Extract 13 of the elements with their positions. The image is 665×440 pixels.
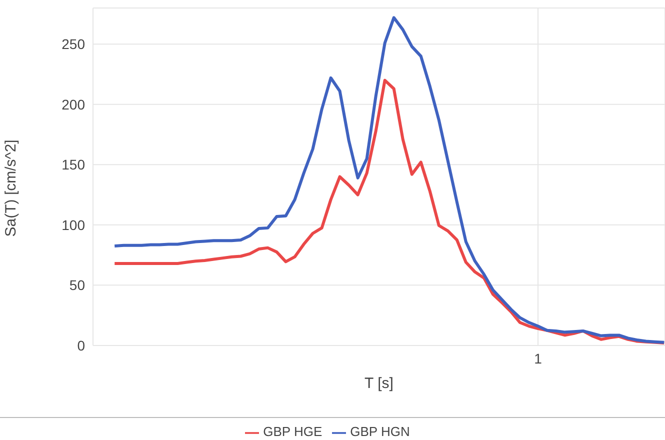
y-tick-label: 0 <box>77 337 86 354</box>
y-axis-title: Sa(T) [cm/s^2] <box>2 140 20 237</box>
y-tick-label: 50 <box>69 277 86 294</box>
legend-label: GBP HGE <box>263 424 322 440</box>
x-axis-title: T [s] <box>364 375 394 392</box>
y-tick-label: 100 <box>62 216 86 233</box>
line-series <box>113 78 665 345</box>
y-tick-label: 200 <box>62 96 86 112</box>
legend-label: GBP HGN <box>350 424 410 440</box>
y-tick-label: 250 <box>62 36 86 52</box>
x-tick-label: 1 <box>534 350 542 366</box>
y-tick-label: 150 <box>62 156 86 173</box>
line-series <box>113 16 665 344</box>
